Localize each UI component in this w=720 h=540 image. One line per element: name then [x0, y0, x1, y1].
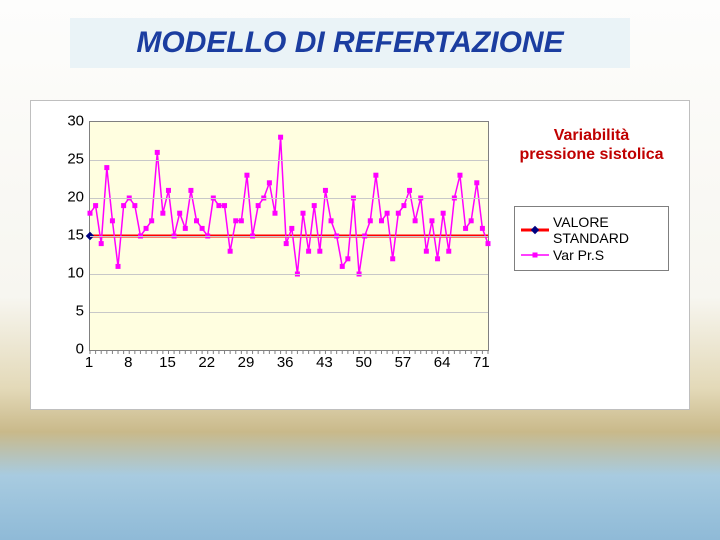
ytick-label: 30: [56, 113, 84, 130]
ytick-label: 20: [56, 189, 84, 206]
xtick-label: 43: [316, 354, 333, 371]
xtick-label: 15: [159, 354, 176, 371]
xtick-label: 1: [85, 354, 93, 371]
series-varprs-markers: [88, 135, 491, 277]
legend-item-standard: VALORE STANDARD: [521, 214, 662, 246]
xtick-label: 36: [277, 354, 294, 371]
xtick-label: 64: [434, 354, 451, 371]
ytick-label: 15: [56, 227, 84, 244]
legend-item-varprs: Var Pr.S: [521, 247, 662, 263]
xtick-label: 8: [124, 354, 132, 371]
ytick-label: 0: [56, 341, 84, 358]
gridline: [90, 236, 488, 237]
chart-inner: Variabilità pressione sistolica VALORE S…: [31, 101, 689, 409]
legend: VALORE STANDARD Var Pr.S: [514, 206, 669, 271]
gridline: [90, 160, 488, 161]
chart-title-line1: Variabilità: [554, 127, 630, 144]
chart-title-line2: pressione sistolica: [519, 146, 663, 163]
chart-title: Variabilità pressione sistolica: [514, 126, 669, 164]
plot-area: [89, 121, 489, 351]
xtick-label: 57: [395, 354, 412, 371]
legend-label-varprs: Var Pr.S: [553, 247, 604, 263]
xtick-label: 50: [355, 354, 372, 371]
slide-title: MODELLO DI REFERTAZIONE: [70, 18, 630, 68]
legend-swatch-standard: [521, 223, 549, 237]
gridline: [90, 198, 488, 199]
ytick-label: 10: [56, 265, 84, 282]
legend-label-standard: VALORE STANDARD: [553, 214, 629, 246]
gridline: [90, 312, 488, 313]
chart-container: Variabilità pressione sistolica VALORE S…: [30, 100, 690, 410]
gridline: [90, 274, 488, 275]
legend-swatch-varprs: [521, 248, 549, 262]
xtick-label: 22: [198, 354, 215, 371]
xtick-label: 71: [473, 354, 490, 371]
ytick-label: 5: [56, 303, 84, 320]
ytick-label: 25: [56, 151, 84, 168]
slide: MODELLO DI REFERTAZIONE Variabilità pres…: [0, 0, 720, 540]
xtick-label: 29: [238, 354, 255, 371]
